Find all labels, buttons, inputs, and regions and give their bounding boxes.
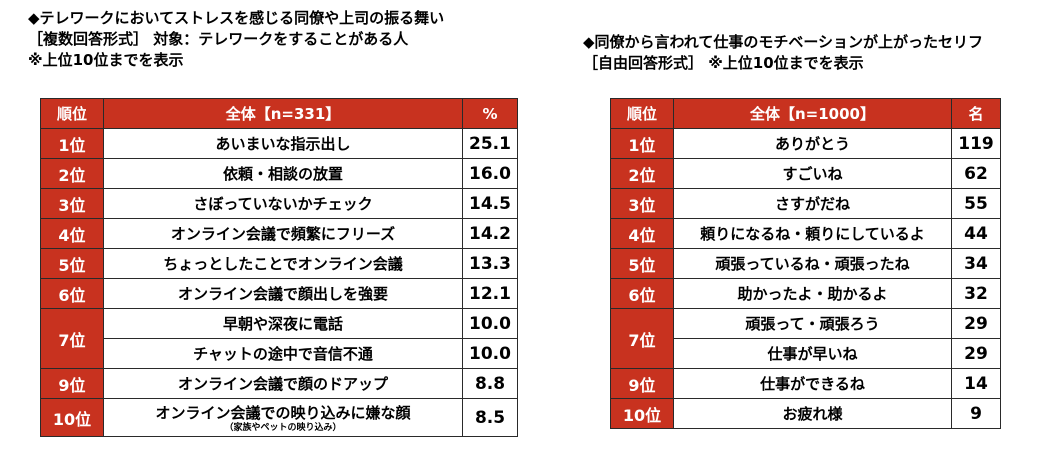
rank-cell: 7位 — [610, 308, 674, 369]
rank-cell: 7位 — [40, 308, 104, 369]
value-cell: 44 — [951, 218, 1001, 249]
table-row: 2位 依頼・相談の放置 16.0 — [40, 158, 518, 189]
item-note: （家族やペットの映り込み） — [224, 422, 342, 433]
value-cell: 119 — [951, 128, 1001, 159]
item-cell: ありがとう — [673, 128, 952, 159]
left-title-line: ［複数回答形式］ 対象：テレワークをすることがある人 — [28, 30, 409, 48]
header-rank: 順位 — [40, 98, 104, 129]
item-cell: オンライン会議で頻繁にフリーズ — [103, 218, 463, 249]
value-cell: 14.2 — [462, 218, 518, 249]
item-cell: 頑張って・頑張ろう — [673, 308, 952, 339]
rank-cell: 4位 — [40, 218, 104, 249]
rank-cell: 6位 — [40, 278, 104, 309]
header-value: % — [462, 98, 518, 129]
rank-cell: 4位 — [610, 218, 674, 249]
rank-cell: 2位 — [610, 158, 674, 189]
value-cell: 62 — [951, 158, 1001, 189]
right-title-line: ［自由回答形式］ ※上位10位までを表示 — [583, 54, 864, 72]
value-cell: 32 — [951, 278, 1001, 309]
table-header-row: 順位 全体【n=1000】 名 — [610, 98, 1001, 129]
item-cell: 早朝や深夜に電話 — [103, 308, 463, 339]
rank-cell: 6位 — [610, 278, 674, 309]
header-value: 名 — [951, 98, 1001, 129]
rank-cell: 5位 — [40, 248, 104, 279]
right-ranking-table: 順位 全体【n=1000】 名 1位 ありがとう 119 2位 すごいね 62 … — [610, 98, 1001, 429]
item-cell: あいまいな指示出し — [103, 128, 463, 159]
value-cell: 8.5 — [462, 398, 518, 437]
left-title-line: ◆テレワークにおいてストレスを感じる同僚や上司の振る舞い — [28, 9, 445, 27]
item-cell: ちょっとしたことでオンライン会議 — [103, 248, 463, 279]
value-cell: 25.1 — [462, 128, 518, 159]
item-text: オンライン会議での映り込みに嫌な顔 — [155, 403, 411, 422]
item-cell: 依頼・相談の放置 — [103, 158, 463, 189]
item-cell: 仕事ができるね — [673, 368, 952, 399]
table-row: 7位 頑張って・頑張ろう 29 — [610, 308, 1001, 369]
value-cell: 9 — [951, 398, 1001, 429]
left-panel-title: ◆テレワークにおいてストレスを感じる同僚や上司の振る舞い ［複数回答形式］ 対象… — [28, 8, 444, 71]
rank-cell: 2位 — [40, 158, 104, 189]
rank-cell: 1位 — [40, 128, 104, 159]
table-row: 10位 お疲れ様 9 — [610, 398, 1001, 429]
value-cell: 10.0 — [462, 338, 518, 369]
value-cell: 10.0 — [462, 308, 518, 339]
left-ranking-table: 順位 全体【n=331】 % 1位 あいまいな指示出し 25.1 2位 依頼・相… — [40, 98, 518, 437]
item-cell: お疲れ様 — [673, 398, 952, 429]
rank-cell: 3位 — [40, 188, 104, 219]
item-cell: 頑張っているね・頑張ったね — [673, 248, 952, 279]
table-header-row: 順位 全体【n=331】 % — [40, 98, 518, 129]
value-cell: 13.3 — [462, 248, 518, 279]
left-title-line: ※上位10位までを表示 — [28, 51, 184, 69]
value-cell: 55 — [951, 188, 1001, 219]
table-row: 仕事が早いね 29 — [611, 338, 1001, 369]
table-row: 5位 ちょっとしたことでオンライン会議 13.3 — [40, 248, 518, 279]
item-cell: すごいね — [673, 158, 952, 189]
table-row: 9位 オンライン会議で顔のドアップ 8.8 — [40, 368, 518, 399]
item-cell: チャットの途中で音信不通 — [103, 338, 463, 369]
rank-cell: 5位 — [610, 248, 674, 279]
value-cell: 12.1 — [462, 278, 518, 309]
header-item: 全体【n=1000】 — [673, 98, 952, 129]
rank-cell: 10位 — [610, 398, 674, 429]
item-cell: さすがだね — [673, 188, 952, 219]
table-row: 2位 すごいね 62 — [610, 158, 1001, 189]
table-row: 9位 仕事ができるね 14 — [610, 368, 1001, 399]
header-item: 全体【n=331】 — [103, 98, 463, 129]
table-row: 4位 オンライン会議で頻繁にフリーズ 14.2 — [40, 218, 518, 249]
rank-cell: 9位 — [610, 368, 674, 399]
item-cell: 助かったよ・助かるよ — [673, 278, 952, 309]
item-cell: 頼りになるね・頼りにしているよ — [673, 218, 952, 249]
table-row: 10位 オンライン会議での映り込みに嫌な顔 （家族やペットの映り込み） 8.5 — [40, 398, 518, 437]
item-cell: 仕事が早いね — [673, 338, 952, 369]
right-title-line: ◆同僚から言われて仕事のモチベーションが上がったセリフ — [583, 33, 984, 51]
value-cell: 29 — [951, 338, 1001, 369]
table-row: チャットの途中で音信不通 10.0 — [41, 338, 518, 369]
right-panel-title: ◆同僚から言われて仕事のモチベーションが上がったセリフ ［自由回答形式］ ※上位… — [583, 32, 983, 74]
table-row: 3位 さすがだね 55 — [610, 188, 1001, 219]
table-row: 6位 オンライン会議で顔出しを強要 12.1 — [40, 278, 518, 309]
rank-cell: 3位 — [610, 188, 674, 219]
value-cell: 8.8 — [462, 368, 518, 399]
value-cell: 16.0 — [462, 158, 518, 189]
table-row: 6位 助かったよ・助かるよ 32 — [610, 278, 1001, 309]
table-row: 5位 頑張っているね・頑張ったね 34 — [610, 248, 1001, 279]
table-row: 1位 ありがとう 119 — [610, 128, 1001, 159]
value-cell: 29 — [951, 308, 1001, 339]
rank-cell: 10位 — [40, 398, 104, 437]
rank-cell: 9位 — [40, 368, 104, 399]
rank-cell: 1位 — [610, 128, 674, 159]
item-cell: オンライン会議で顔出しを強要 — [103, 278, 463, 309]
table-row: 1位 あいまいな指示出し 25.1 — [40, 128, 518, 159]
table-row: 3位 さぼっていないかチェック 14.5 — [40, 188, 518, 219]
value-cell: 14.5 — [462, 188, 518, 219]
table-row: 4位 頼りになるね・頼りにしているよ 44 — [610, 218, 1001, 249]
table-row: 7位 早朝や深夜に電話 10.0 — [40, 308, 518, 369]
value-cell: 34 — [951, 248, 1001, 279]
item-cell: オンライン会議で顔のドアップ — [103, 368, 463, 399]
header-rank: 順位 — [610, 98, 674, 129]
item-cell: さぼっていないかチェック — [103, 188, 463, 219]
value-cell: 14 — [951, 368, 1001, 399]
item-cell: オンライン会議での映り込みに嫌な顔 （家族やペットの映り込み） — [103, 398, 463, 437]
